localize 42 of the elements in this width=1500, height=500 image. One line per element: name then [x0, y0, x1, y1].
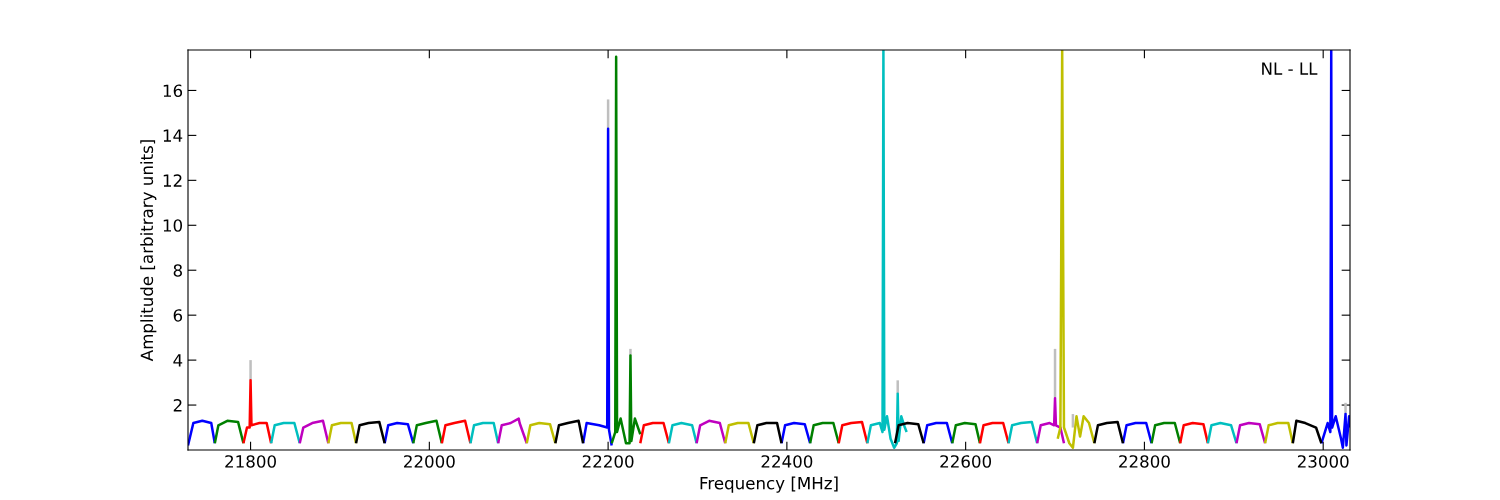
line-series — [1093, 420, 1125, 445]
y-tick-label: 4 — [173, 354, 183, 367]
line-series — [1178, 421, 1210, 445]
y-tick-label: 8 — [173, 264, 182, 277]
annotation: NL - LL — [1262, 62, 1318, 75]
y-tick-label: 6 — [173, 309, 183, 322]
x-tick-label: 23000 — [1297, 455, 1349, 468]
line-series — [525, 421, 557, 445]
line-series — [1235, 421, 1267, 445]
y-tick-label: 12 — [163, 174, 182, 187]
line-series — [440, 419, 472, 445]
x-axis-title: Frequency [MHz] — [700, 476, 838, 493]
x-tick-label: 22000 — [404, 455, 455, 468]
line-series — [695, 419, 727, 445]
line-series — [1007, 420, 1039, 445]
line-series — [866, 50, 908, 449]
line-series — [188, 419, 217, 447]
x-tick-label: 22800 — [1119, 455, 1170, 468]
x-tick-label: 22400 — [761, 455, 813, 468]
y-tick-label: 2 — [173, 399, 182, 412]
x-tick-label: 22600 — [940, 455, 992, 468]
line-series — [412, 419, 444, 445]
line-series — [610, 55, 642, 445]
line-series — [581, 127, 613, 447]
y-tick-label: 16 — [163, 84, 183, 98]
line-series — [950, 421, 982, 445]
x-tick-label: 22200 — [582, 455, 634, 468]
line-series — [1056, 50, 1096, 449]
line-series — [1035, 397, 1066, 445]
x-tick-label: 21800 — [225, 455, 276, 468]
line-series — [893, 421, 925, 445]
y-axis-title: Amplitude [arbitrary units] — [140, 140, 157, 362]
line-series — [298, 419, 330, 445]
line-series — [554, 419, 585, 445]
line-series — [383, 421, 415, 445]
line-series — [354, 420, 386, 445]
line-series — [496, 417, 529, 445]
y-tick-label: 14 — [163, 129, 183, 142]
y-tick-label: 10 — [163, 219, 183, 232]
line-series — [837, 420, 869, 445]
line-series — [242, 379, 273, 445]
line-series — [213, 419, 245, 445]
